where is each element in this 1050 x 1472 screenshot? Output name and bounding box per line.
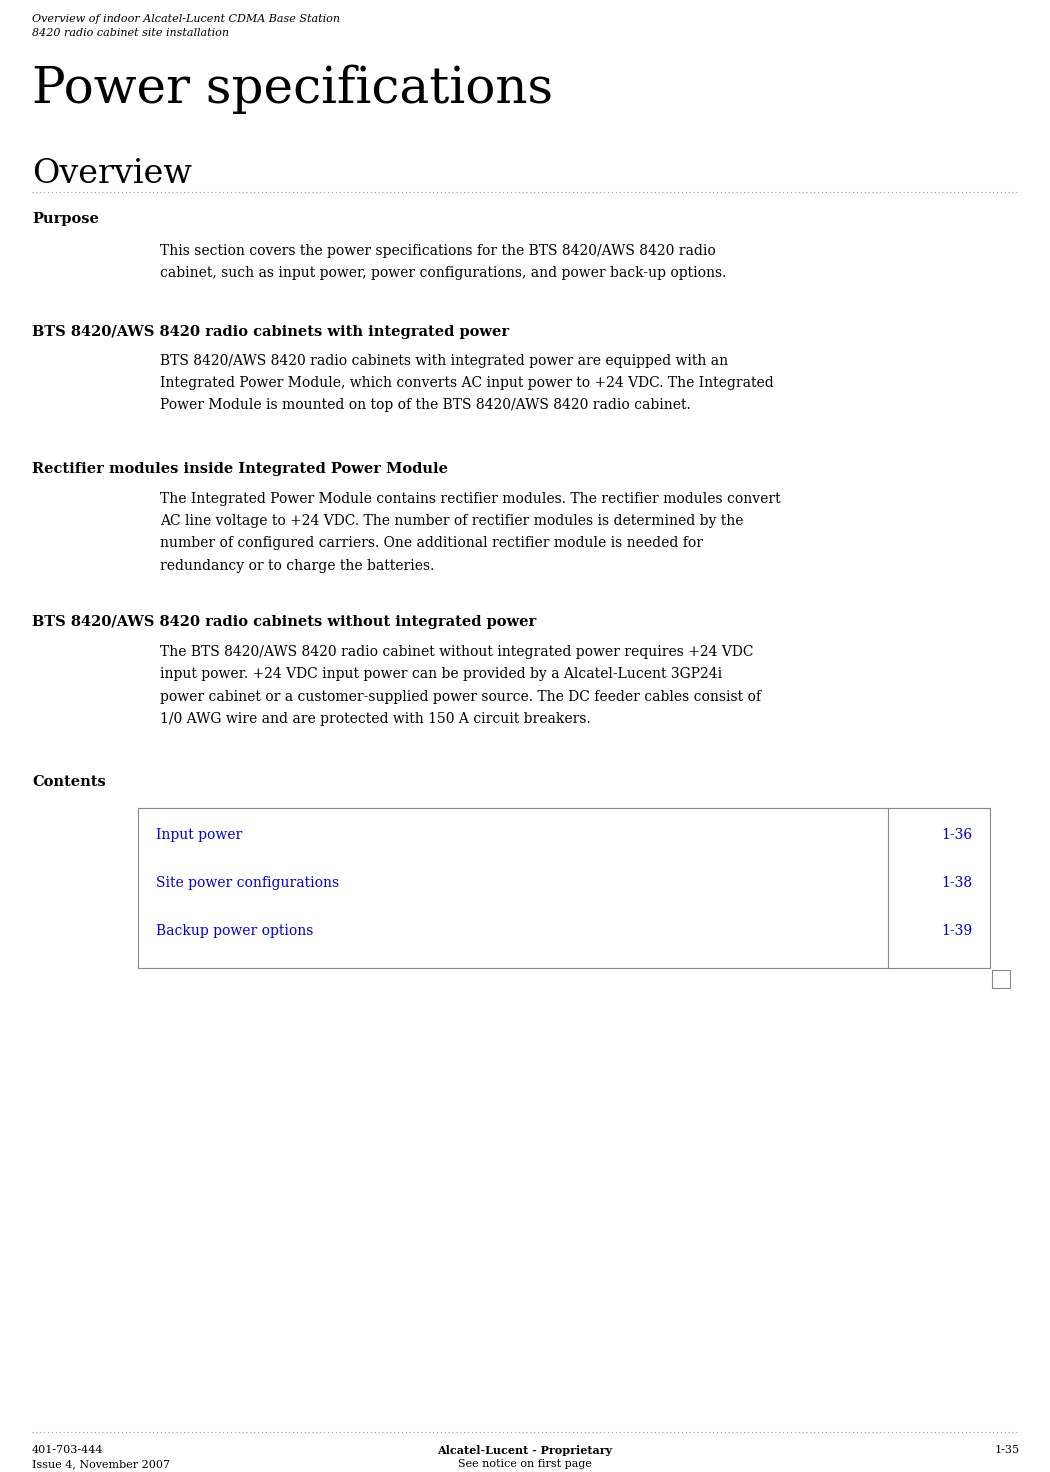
Text: See notice on first page: See notice on first page bbox=[458, 1459, 592, 1469]
Text: BTS 8420/AWS 8420 radio cabinets with integrated power are equipped with an
Inte: BTS 8420/AWS 8420 radio cabinets with in… bbox=[160, 353, 774, 412]
Text: 8420 radio cabinet site installation: 8420 radio cabinet site installation bbox=[32, 28, 229, 38]
Text: Power specifications: Power specifications bbox=[32, 65, 553, 115]
Text: Issue 4, November 2007: Issue 4, November 2007 bbox=[32, 1459, 170, 1469]
Text: Alcatel-Lucent - Proprietary: Alcatel-Lucent - Proprietary bbox=[438, 1446, 612, 1456]
Text: This section covers the power specifications for the BTS 8420/AWS 8420 radio
cab: This section covers the power specificat… bbox=[160, 244, 727, 280]
Text: Overview: Overview bbox=[32, 158, 192, 190]
Text: 1-35: 1-35 bbox=[995, 1446, 1020, 1454]
Text: 1-36: 1-36 bbox=[941, 827, 972, 842]
Text: Overview of indoor Alcatel-Lucent CDMA Base Station: Overview of indoor Alcatel-Lucent CDMA B… bbox=[32, 15, 340, 24]
Text: Backup power options: Backup power options bbox=[156, 924, 313, 938]
Text: 1-38: 1-38 bbox=[941, 876, 972, 891]
Bar bbox=[992, 970, 1010, 988]
Text: Contents: Contents bbox=[32, 774, 106, 789]
Text: Input power: Input power bbox=[156, 827, 243, 842]
Text: 401-703-444: 401-703-444 bbox=[32, 1446, 104, 1454]
Text: 1-39: 1-39 bbox=[941, 924, 972, 938]
Text: Rectifier modules inside Integrated Power Module: Rectifier modules inside Integrated Powe… bbox=[32, 462, 448, 475]
Text: The BTS 8420/AWS 8420 radio cabinet without integrated power requires +24 VDC
in: The BTS 8420/AWS 8420 radio cabinet with… bbox=[160, 645, 761, 726]
Text: Site power configurations: Site power configurations bbox=[156, 876, 339, 891]
Text: BTS 8420/AWS 8420 radio cabinets with integrated power: BTS 8420/AWS 8420 radio cabinets with in… bbox=[32, 325, 509, 339]
Text: BTS 8420/AWS 8420 radio cabinets without integrated power: BTS 8420/AWS 8420 radio cabinets without… bbox=[32, 615, 537, 629]
Text: Purpose: Purpose bbox=[32, 212, 99, 227]
Text: The Integrated Power Module contains rectifier modules. The rectifier modules co: The Integrated Power Module contains rec… bbox=[160, 492, 780, 573]
Bar bbox=[138, 808, 990, 969]
